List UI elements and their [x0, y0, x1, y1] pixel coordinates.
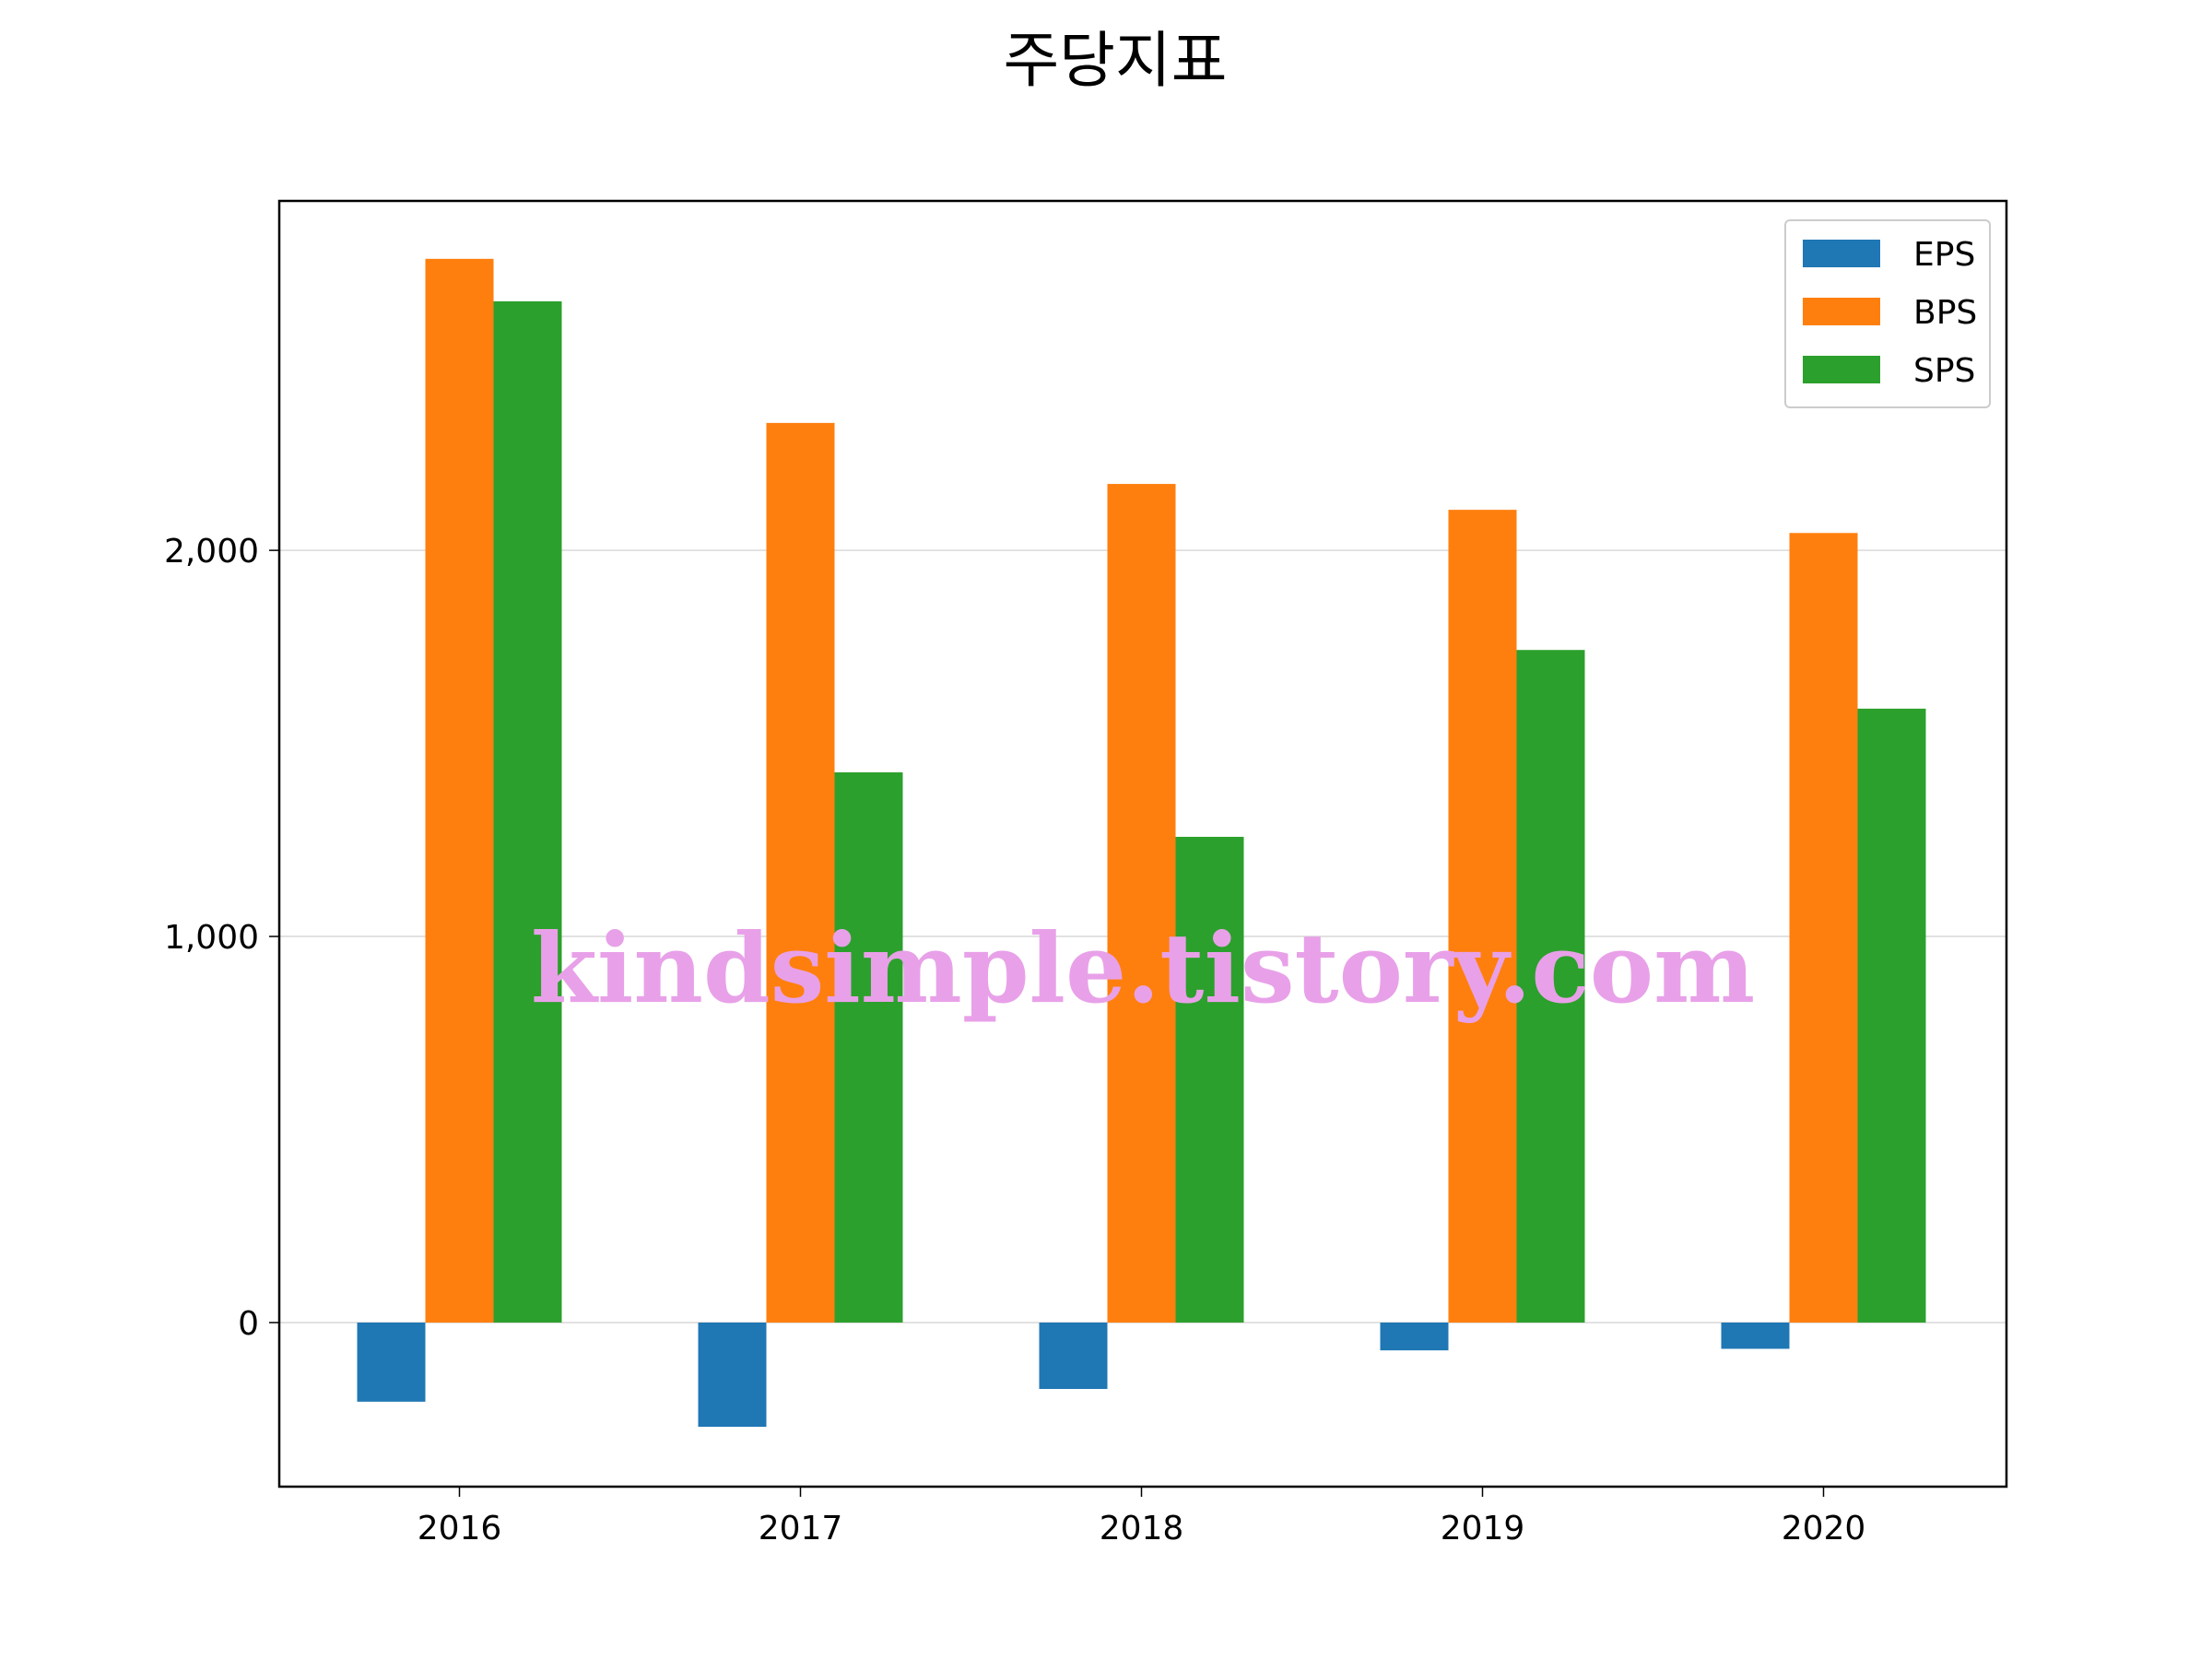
x-tick-label: 2016: [418, 1510, 502, 1547]
bar-eps-2019: [1380, 1322, 1449, 1351]
bar-bps-2017: [766, 422, 835, 1323]
bar-eps-2020: [1721, 1322, 1790, 1349]
bar-bps-2020: [1789, 533, 1858, 1323]
legend: EPS BPS SPS: [1784, 219, 1991, 408]
y-tick-label: 2,000: [164, 533, 259, 571]
bar-eps-2016: [357, 1322, 426, 1402]
bar-sps-2018: [1175, 836, 1244, 1323]
y-tick-label: 1,000: [164, 919, 259, 957]
legend-swatch-sps: [1803, 356, 1880, 383]
legend-label-sps: SPS: [1913, 352, 1975, 390]
bar-sps-2019: [1516, 650, 1585, 1323]
x-tick-label: 2019: [1441, 1510, 1525, 1547]
x-tick-label: 2017: [759, 1510, 843, 1547]
plot-frame: [277, 199, 2008, 1488]
y-tick-label: 0: [238, 1305, 259, 1343]
axis-layer: 0 1,000 2,000 2016 2017 2018 2019 2020: [164, 199, 2008, 1547]
bar-layer: [357, 258, 1926, 1428]
bar-eps-2017: [698, 1322, 767, 1428]
chart-title: 주당지표: [1004, 25, 1228, 96]
bar-eps-2018: [1039, 1322, 1108, 1390]
x-tick-label: 2020: [1782, 1510, 1866, 1547]
legend-swatch-eps: [1803, 240, 1880, 267]
bar-bps-2018: [1107, 484, 1176, 1323]
legend-swatch-bps: [1803, 298, 1880, 325]
bar-bps-2016: [425, 258, 494, 1323]
legend-label-bps: BPS: [1913, 294, 1977, 332]
bar-sps-2016: [493, 300, 562, 1323]
watermark-text: kindsimple.tistory.com: [531, 912, 1755, 1025]
bar-bps-2019: [1448, 510, 1517, 1323]
x-tick-label: 2018: [1100, 1510, 1184, 1547]
bar-sps-2020: [1857, 708, 1926, 1323]
legend-label-eps: EPS: [1913, 236, 1975, 274]
bar-sps-2017: [834, 772, 903, 1323]
